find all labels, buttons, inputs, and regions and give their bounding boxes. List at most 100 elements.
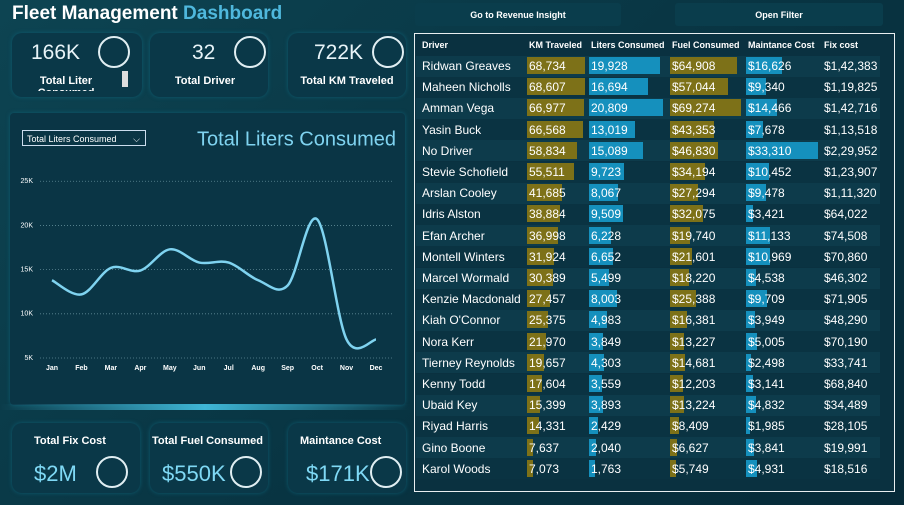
cell-text: $13,227: [672, 334, 716, 349]
cell-text: $2,498: [748, 355, 785, 370]
data-bar: [589, 290, 618, 308]
cell-text: 19,657: [529, 355, 566, 370]
x-tick-label: Aug: [251, 365, 265, 372]
data-bar: [527, 247, 554, 265]
kpi-label: Total Liter Consumed: [38, 75, 95, 91]
kpi-value: 32: [192, 41, 216, 64]
data-bar: [746, 120, 763, 138]
cell-text: $14,681: [672, 355, 716, 370]
cell-text: $4,538: [748, 271, 785, 285]
cell-text: $64,908: [672, 59, 716, 73]
data-bar: [746, 57, 782, 74]
data-bar: [746, 269, 756, 286]
x-tick-label: Sep: [281, 365, 294, 372]
chart-title: Total Liters Consumed: [197, 128, 396, 150]
y-tick-label: 10K: [21, 311, 34, 318]
cell-text: $2,29,952: [824, 143, 878, 158]
data-bar: [670, 99, 741, 117]
data-bar: [670, 141, 718, 159]
column-header: KM Traveled: [529, 40, 583, 50]
data-bar: [670, 459, 676, 477]
icon: [98, 36, 130, 68]
cell-text: 68,607: [529, 80, 566, 95]
row-bg: [416, 394, 880, 416]
cell-text: $5,005: [748, 334, 785, 349]
cell-text: $1,19,825: [824, 80, 878, 95]
x-tick-label: Dec: [370, 365, 383, 372]
data-bar: [670, 311, 687, 329]
data-bar: [527, 184, 563, 202]
icon: [230, 456, 262, 488]
cell-text: $74,508: [824, 228, 868, 243]
cell-text: Nora Kerr: [422, 334, 475, 349]
data-bar: [589, 459, 596, 477]
row-bg: [416, 119, 880, 141]
x-tick-label: May: [163, 365, 177, 372]
data-bar: [589, 141, 643, 159]
cell-text: $68,840: [824, 377, 868, 391]
cell-text: 19,928: [591, 59, 628, 73]
dropdown-text: Total Liters Consumed: [27, 134, 117, 144]
data-bar: [746, 332, 757, 350]
kpi-label: Total Fuel Consumed: [152, 435, 264, 447]
cell-text: $4,832: [748, 398, 785, 413]
icon: [370, 456, 402, 488]
row-bg: [416, 331, 880, 353]
data-bar: [670, 375, 683, 392]
data-bar: [670, 269, 689, 286]
cell-text: Yasin Buck: [422, 122, 482, 137]
cell-text: $1,23,907: [824, 165, 878, 179]
button[interactable]: Go to Revenue Insight: [415, 3, 621, 26]
cell-text: 3,893: [591, 398, 622, 413]
data-bar: [527, 438, 534, 456]
cell-text: $18,516: [824, 461, 868, 476]
data-bar: [527, 375, 542, 392]
x-tick-label: Apr: [134, 365, 146, 372]
cell-text: $7,678: [748, 122, 785, 137]
kpi-label: Total Fix Cost: [34, 435, 106, 447]
cell-text: $48,290: [824, 313, 868, 328]
data-bar: [670, 205, 703, 223]
cell-text: 3,559: [591, 377, 622, 391]
icon: [96, 456, 128, 488]
icon: [372, 36, 404, 68]
cell-text: No Driver: [422, 143, 473, 158]
x-tick-label: Jun: [193, 365, 205, 372]
data-bar: [589, 205, 623, 223]
data-bar: [670, 332, 684, 350]
data-bar: [670, 78, 729, 96]
y-tick-label: 15K: [21, 266, 34, 273]
data-bar: [746, 459, 757, 477]
row-bg: [416, 373, 880, 395]
cell-text: 17,604: [529, 377, 566, 391]
cell-text: 4,983: [591, 313, 622, 328]
data-bar: [527, 141, 577, 159]
cell-text: 15,399: [529, 398, 566, 413]
data-bar: [670, 396, 684, 414]
cell-text: Kenny Todd: [422, 377, 486, 391]
data-bar: [746, 396, 757, 414]
cell-text: $32,075: [672, 207, 716, 222]
chart: Total Liters Consumed 5K 10K 15K 20K 25K Jan F…: [21, 128, 396, 372]
cell-text: $10,969: [748, 249, 792, 264]
cell-text: $13,224: [672, 398, 716, 413]
table: Driver KM Traveled Liters Consumed Fuel Con…: [414, 33, 895, 492]
cell-text: $3,421: [748, 207, 785, 222]
y-tick-label: 20K: [21, 222, 34, 229]
cell-text: 7,073: [529, 461, 560, 476]
kpi-value: 722K: [314, 41, 364, 64]
cell-text: 16,694: [591, 80, 628, 95]
column-header: Fuel Consumed: [672, 40, 740, 50]
cell-text: $16,381: [672, 313, 716, 328]
data-bar: [670, 226, 691, 244]
cell-text: Arslan Cooley: [422, 186, 497, 201]
title: Fleet Management Dashboard: [12, 3, 282, 25]
button[interactable]: Open Filter: [675, 3, 883, 26]
x-tick-label: Jan: [46, 365, 58, 372]
cell-text: 66,568: [529, 122, 566, 137]
dropdown[interactable]: Total Liters Consumed ⌵: [22, 130, 146, 146]
data-bar: [589, 375, 602, 392]
cell-text: $25,388: [672, 292, 716, 307]
data-bar: [746, 311, 755, 329]
